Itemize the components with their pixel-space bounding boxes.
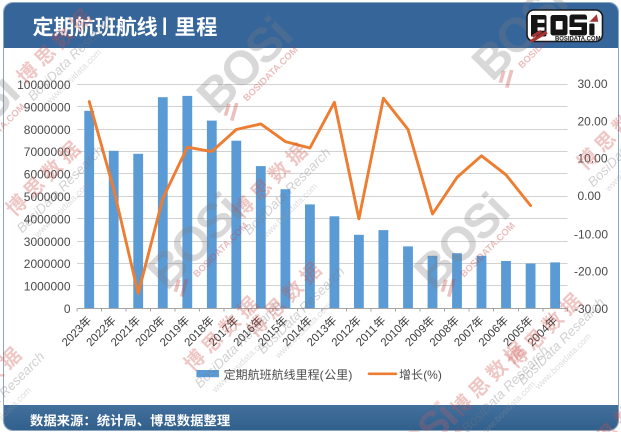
svg-text:2013: 2013	[305, 323, 331, 349]
svg-text:2022: 2022	[84, 323, 110, 349]
svg-text:2023: 2023	[60, 323, 86, 349]
svg-text:2006: 2006	[477, 323, 503, 349]
svg-text:2017: 2017	[207, 323, 233, 349]
svg-text:-10.00: -10.00	[574, 227, 608, 241]
svg-text:20.00: 20.00	[578, 114, 608, 128]
svg-text:2007: 2007	[452, 323, 478, 349]
svg-text:2012: 2012	[330, 323, 356, 349]
svg-text:2016: 2016	[232, 323, 258, 349]
svg-text:2020: 2020	[134, 323, 160, 349]
svg-text:7000000: 7000000	[24, 145, 71, 159]
svg-text:2000000: 2000000	[24, 257, 71, 271]
svg-text:(%): (%)	[423, 368, 442, 382]
svg-text:2004: 2004	[526, 323, 552, 349]
svg-text:30.00: 30.00	[578, 77, 608, 91]
svg-text:2014: 2014	[281, 323, 307, 349]
svg-text:2009: 2009	[403, 323, 429, 349]
svg-text:2008: 2008	[428, 323, 454, 349]
svg-text:2021: 2021	[109, 323, 135, 349]
svg-text:0: 0	[64, 302, 71, 316]
svg-text:2010: 2010	[379, 323, 405, 349]
svg-text:2015: 2015	[256, 323, 282, 349]
svg-text:8000000: 8000000	[24, 123, 71, 137]
svg-text:0.00: 0.00	[578, 189, 602, 203]
svg-text:9000000: 9000000	[24, 100, 71, 114]
svg-text:-30.00: -30.00	[574, 302, 608, 316]
svg-text:2019: 2019	[158, 323, 184, 349]
svg-text:6000000: 6000000	[24, 168, 71, 182]
svg-text:-20.00: -20.00	[574, 265, 608, 279]
svg-text:1000000: 1000000	[24, 280, 71, 294]
svg-text:4000000: 4000000	[24, 212, 71, 226]
svg-text:2005: 2005	[501, 323, 527, 349]
svg-text:2018: 2018	[183, 323, 209, 349]
svg-text:(: (	[320, 368, 324, 382]
svg-text:3000000: 3000000	[24, 235, 71, 249]
svg-text:2011: 2011	[354, 323, 380, 349]
svg-text:): )	[348, 368, 352, 382]
svg-text:5000000: 5000000	[24, 190, 71, 204]
svg-text:10.00: 10.00	[578, 152, 608, 166]
